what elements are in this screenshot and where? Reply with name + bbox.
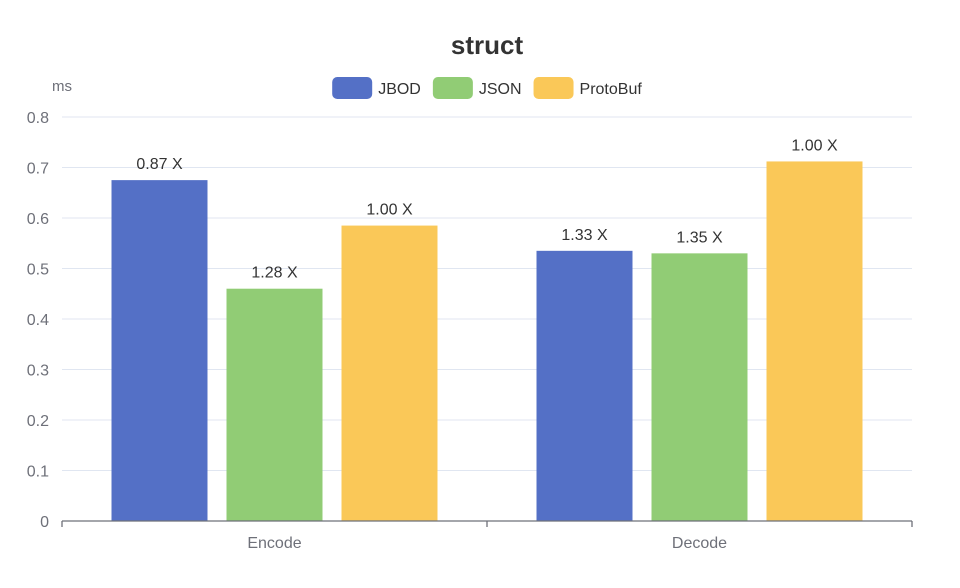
x-axis: Encode Decode: [61, 520, 913, 552]
y-tick-label: 0.6: [27, 211, 49, 228]
bar-protobuf-decode: [766, 161, 863, 521]
y-tick-label: 0.1: [27, 464, 49, 481]
legend-label: ProtoBuf: [580, 81, 643, 98]
legend: JBOD JSON ProtoBuf: [332, 77, 642, 99]
bar-json-decode: [651, 253, 748, 521]
legend-swatch: [432, 77, 473, 99]
y-axis-unit-label: ms: [52, 78, 72, 95]
bar-jbod-encode: [111, 180, 208, 521]
data-label: 1.35 X: [676, 229, 723, 246]
x-tick-label: Encode: [247, 535, 301, 552]
y-tick-label: 0: [40, 514, 49, 531]
data-label: 1.33 X: [561, 227, 608, 244]
legend-label: JBOD: [378, 81, 421, 98]
data-label: 1.00 X: [791, 137, 838, 154]
bar-protobuf-encode: [341, 225, 438, 521]
x-tick-label: Decode: [672, 535, 727, 552]
chart-title: struct: [451, 30, 524, 60]
bar-jbod-decode: [536, 250, 633, 521]
data-label: 1.00 X: [366, 202, 413, 219]
legend-item-protobuf[interactable]: ProtoBuf: [533, 77, 643, 99]
legend-item-json[interactable]: JSON: [432, 77, 522, 99]
data-label: 0.87 X: [136, 156, 183, 173]
legend-swatch: [533, 77, 574, 99]
bar-json-encode: [226, 288, 323, 521]
bars: [111, 161, 863, 521]
y-tick-label: 0.7: [27, 161, 49, 178]
y-tick-label: 0.8: [27, 110, 49, 127]
legend-swatch: [332, 77, 373, 99]
legend-item-jbod[interactable]: JBOD: [332, 77, 421, 99]
y-tick-label: 0.2: [27, 413, 49, 430]
legend-label: JSON: [479, 81, 522, 98]
y-axis-ticks: 0 0.1 0.2 0.3 0.4 0.5 0.6 0.7 0.8: [27, 110, 49, 531]
y-tick-label: 0.5: [27, 262, 49, 279]
data-label: 1.28 X: [251, 265, 298, 282]
y-tick-label: 0.3: [27, 363, 49, 380]
data-labels: 0.87 X 1.33 X 1.28 X 1.35 X 1.00 X 1.00 X: [136, 137, 838, 281]
y-tick-label: 0.4: [27, 312, 49, 329]
